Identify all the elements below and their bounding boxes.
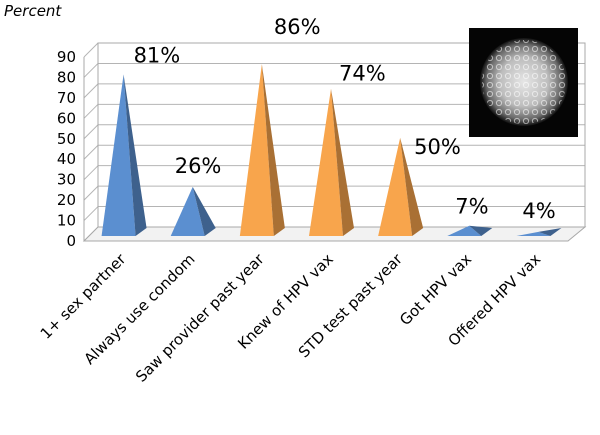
chart-bars bbox=[101, 64, 562, 237]
y-tick-label: 10 bbox=[57, 212, 76, 230]
gridline-side bbox=[83, 206, 99, 221]
data-label: 50% bbox=[414, 135, 461, 159]
bar-side-face bbox=[261, 64, 285, 236]
gridline-side bbox=[83, 124, 99, 140]
data-label: 74% bbox=[339, 62, 386, 86]
bar-front-face bbox=[447, 225, 482, 236]
data-label: 86% bbox=[274, 15, 321, 39]
gridline-side bbox=[83, 83, 99, 99]
y-tick-label: 70 bbox=[57, 89, 76, 107]
bar-side-face bbox=[123, 74, 147, 237]
data-label: 81% bbox=[134, 43, 181, 67]
y-tick-label: 50 bbox=[57, 130, 76, 148]
data-label: 26% bbox=[175, 154, 222, 178]
data-label: 4% bbox=[522, 199, 555, 223]
y-tick-label: 90 bbox=[57, 48, 76, 66]
data-labels: 81% 26% 86% 74% 50% 7% 4% bbox=[134, 15, 556, 223]
gridline-side bbox=[83, 63, 99, 78]
gridline-side bbox=[83, 185, 99, 201]
y-tick-label: 60 bbox=[57, 109, 76, 127]
data-label: 7% bbox=[455, 195, 488, 219]
microscopy-cell-image bbox=[469, 28, 578, 137]
bar-front-face bbox=[170, 186, 205, 236]
y-tick-label: 30 bbox=[57, 171, 76, 189]
gridline-side bbox=[83, 144, 99, 160]
bar-front-face bbox=[239, 64, 274, 236]
bar-side-face bbox=[538, 228, 562, 236]
y-tick-label: 20 bbox=[57, 191, 76, 209]
bar-side-face bbox=[469, 225, 493, 236]
bar-side-face bbox=[331, 88, 354, 236]
y-tick-label: 80 bbox=[57, 68, 76, 86]
gridline-side bbox=[83, 103, 99, 119]
y-tick-label: 0 bbox=[66, 232, 76, 250]
gridline-side bbox=[83, 42, 99, 58]
x-category-label: Saw provider past year bbox=[132, 250, 268, 386]
bar-front-face bbox=[378, 137, 413, 236]
y-axis-ticks: 0 10 20 30 40 50 60 70 80 90 bbox=[57, 48, 76, 250]
y-tick-label: 40 bbox=[57, 150, 76, 168]
bar-front-face bbox=[101, 74, 136, 237]
bar-front-face bbox=[309, 88, 343, 236]
y-axis-label: Percent bbox=[4, 2, 62, 20]
bar-front-face bbox=[516, 231, 551, 236]
gridline-side bbox=[83, 165, 99, 181]
bar-side-face bbox=[400, 137, 424, 236]
bar-side-face bbox=[192, 186, 216, 236]
